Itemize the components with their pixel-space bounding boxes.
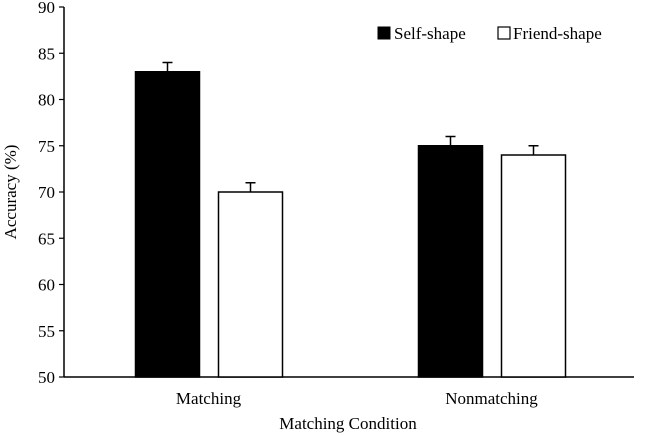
y-tick-label: 70 xyxy=(38,183,55,202)
y-ticks: 50 55 60 65 70 75 80 85 90 xyxy=(38,0,64,387)
legend-item-self-shape: Self-shape xyxy=(377,24,466,43)
category-label-matching: Matching xyxy=(176,389,242,408)
y-tick-label: 80 xyxy=(38,91,55,110)
legend-label-self-shape: Self-shape xyxy=(394,24,466,43)
bar-self-shape-nonmatching xyxy=(417,145,484,378)
bar-self-shape-matching xyxy=(134,71,201,378)
y-tick-label: 75 xyxy=(38,137,55,156)
category-labels: Matching Nonmatching xyxy=(176,389,538,408)
category-label-nonmatching: Nonmatching xyxy=(445,389,538,408)
y-axis-title: Accuracy (%) xyxy=(1,145,20,240)
error-bars xyxy=(162,61,539,192)
bar-friend-shape-nonmatching xyxy=(500,154,567,378)
legend-item-friend-shape: Friend-shape xyxy=(497,24,602,43)
bar-friend-shape-matching xyxy=(217,191,284,378)
y-tick-label: 85 xyxy=(38,44,55,63)
y-tick-label: 55 xyxy=(38,322,55,341)
legend: Self-shape Friend-shape xyxy=(377,24,602,43)
y-tick-label: 90 xyxy=(38,0,55,17)
legend-label-friend-shape: Friend-shape xyxy=(513,24,602,43)
legend-swatch-self-shape xyxy=(377,26,391,40)
legend-swatch-friend-shape xyxy=(497,26,511,40)
y-tick-label: 60 xyxy=(38,276,55,295)
y-tick-label: 50 xyxy=(38,368,55,387)
x-axis-title: Matching Condition xyxy=(279,414,417,433)
y-tick-label: 65 xyxy=(38,229,55,248)
bars xyxy=(134,71,567,378)
